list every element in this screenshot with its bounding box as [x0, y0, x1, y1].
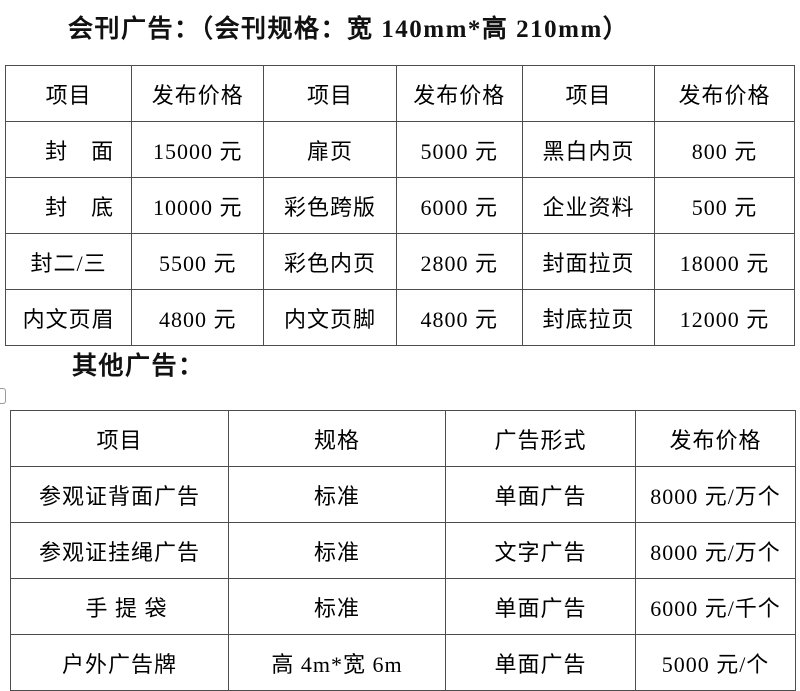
cell-form: 单面广告	[445, 466, 636, 523]
table-row: 封 面 15000 元 扉页 5000 元 黑白内页 800 元	[4, 121, 795, 178]
cell-price: 800 元	[654, 121, 795, 178]
column-header-item-1: 项目	[4, 65, 133, 122]
cell-form: 单面广告	[445, 634, 636, 691]
cell-item: 封底拉页	[521, 289, 656, 346]
cell-item: 企业资料	[521, 177, 656, 234]
cell-price: 2800 元	[395, 233, 523, 290]
column-header-price: 发布价格	[635, 410, 796, 467]
cell-price: 500 元	[654, 177, 795, 234]
table-row: 封 底 10000 元 彩色跨版 6000 元 企业资料 500 元	[4, 177, 795, 234]
section-heading-other-ads: 其他广告：	[72, 353, 205, 380]
cell-item: 封二/三	[4, 233, 133, 290]
table-row: 封二/三 5500 元 彩色内页 2800 元 封面拉页 18000 元	[4, 233, 795, 290]
cell-price: 8000 元/万个	[635, 466, 796, 523]
cell-item: 户外广告牌	[10, 634, 229, 691]
cell-price: 5000 元/个	[635, 634, 796, 691]
cell-price: 5000 元	[395, 121, 523, 178]
cell-item: 彩色跨版	[263, 177, 397, 234]
column-header-price-2: 发布价格	[395, 65, 523, 122]
column-header-spec: 规格	[228, 410, 446, 467]
cell-item: 内文页眉	[4, 289, 133, 346]
table-row: 户外广告牌 高 4m*宽 6m 单面广告 5000 元/个	[10, 634, 796, 691]
table-header-row: 项目 发布价格 项目 发布价格 项目 发布价格	[4, 65, 795, 122]
cell-spec: 标准	[228, 466, 446, 523]
catalog-ads-price-table: 项目 发布价格 项目 发布价格 项目 发布价格 封 面 15000 元 扉页 5…	[4, 65, 795, 346]
column-header-price-1: 发布价格	[131, 65, 265, 122]
cell-item: 参观证背面广告	[10, 466, 229, 523]
cell-price: 6000 元	[395, 177, 523, 234]
cell-price: 4800 元	[395, 289, 523, 346]
table-row: 参观证挂绳广告 标准 文字广告 8000 元/万个	[10, 522, 796, 579]
cell-item: 内文页脚	[263, 289, 397, 346]
table-row: 手 提 袋 标准 单面广告 6000 元/千个	[10, 578, 796, 635]
cell-form: 单面广告	[445, 578, 636, 635]
cell-item: 彩色内页	[263, 233, 397, 290]
cell-price: 5500 元	[131, 233, 265, 290]
cell-item: 封面拉页	[521, 233, 656, 290]
cell-item: 扉页	[263, 121, 397, 178]
cell-item: 黑白内页	[521, 121, 656, 178]
cell-form: 文字广告	[445, 522, 636, 579]
cell-item: 封 底	[4, 177, 133, 234]
section-heading-catalog-ads: 会刊广告：（会刊规格：宽 140mm*高 210mm）	[68, 16, 630, 43]
cell-price: 12000 元	[654, 289, 795, 346]
cell-spec: 高 4m*宽 6m	[228, 634, 446, 691]
column-header-item: 项目	[10, 410, 229, 467]
cell-price: 10000 元	[131, 177, 265, 234]
column-header-item-3: 项目	[521, 65, 656, 122]
cell-price: 18000 元	[654, 233, 795, 290]
cell-spec: 标准	[228, 578, 446, 635]
column-header-price-3: 发布价格	[654, 65, 795, 122]
table-header-row: 项目 规格 广告形式 发布价格	[10, 410, 796, 467]
other-ads-price-table: 项目 规格 广告形式 发布价格 参观证背面广告 标准 单面广告 8000 元/万…	[10, 410, 796, 691]
cell-price: 6000 元/千个	[635, 578, 796, 635]
cell-item: 封 面	[4, 121, 133, 178]
cell-price: 15000 元	[131, 121, 265, 178]
cell-price: 8000 元/万个	[635, 522, 796, 579]
column-header-form: 广告形式	[445, 410, 636, 467]
column-header-item-2: 项目	[263, 65, 397, 122]
cell-spec: 标准	[228, 522, 446, 579]
table-row: 参观证背面广告 标准 单面广告 8000 元/万个	[10, 466, 796, 523]
table-row: 内文页眉 4800 元 内文页脚 4800 元 封底拉页 12000 元	[4, 289, 795, 346]
cell-item: 参观证挂绳广告	[10, 522, 229, 579]
cell-item: 手 提 袋	[10, 578, 229, 635]
cell-price: 4800 元	[131, 289, 265, 346]
scan-artifact-mark	[0, 388, 6, 404]
